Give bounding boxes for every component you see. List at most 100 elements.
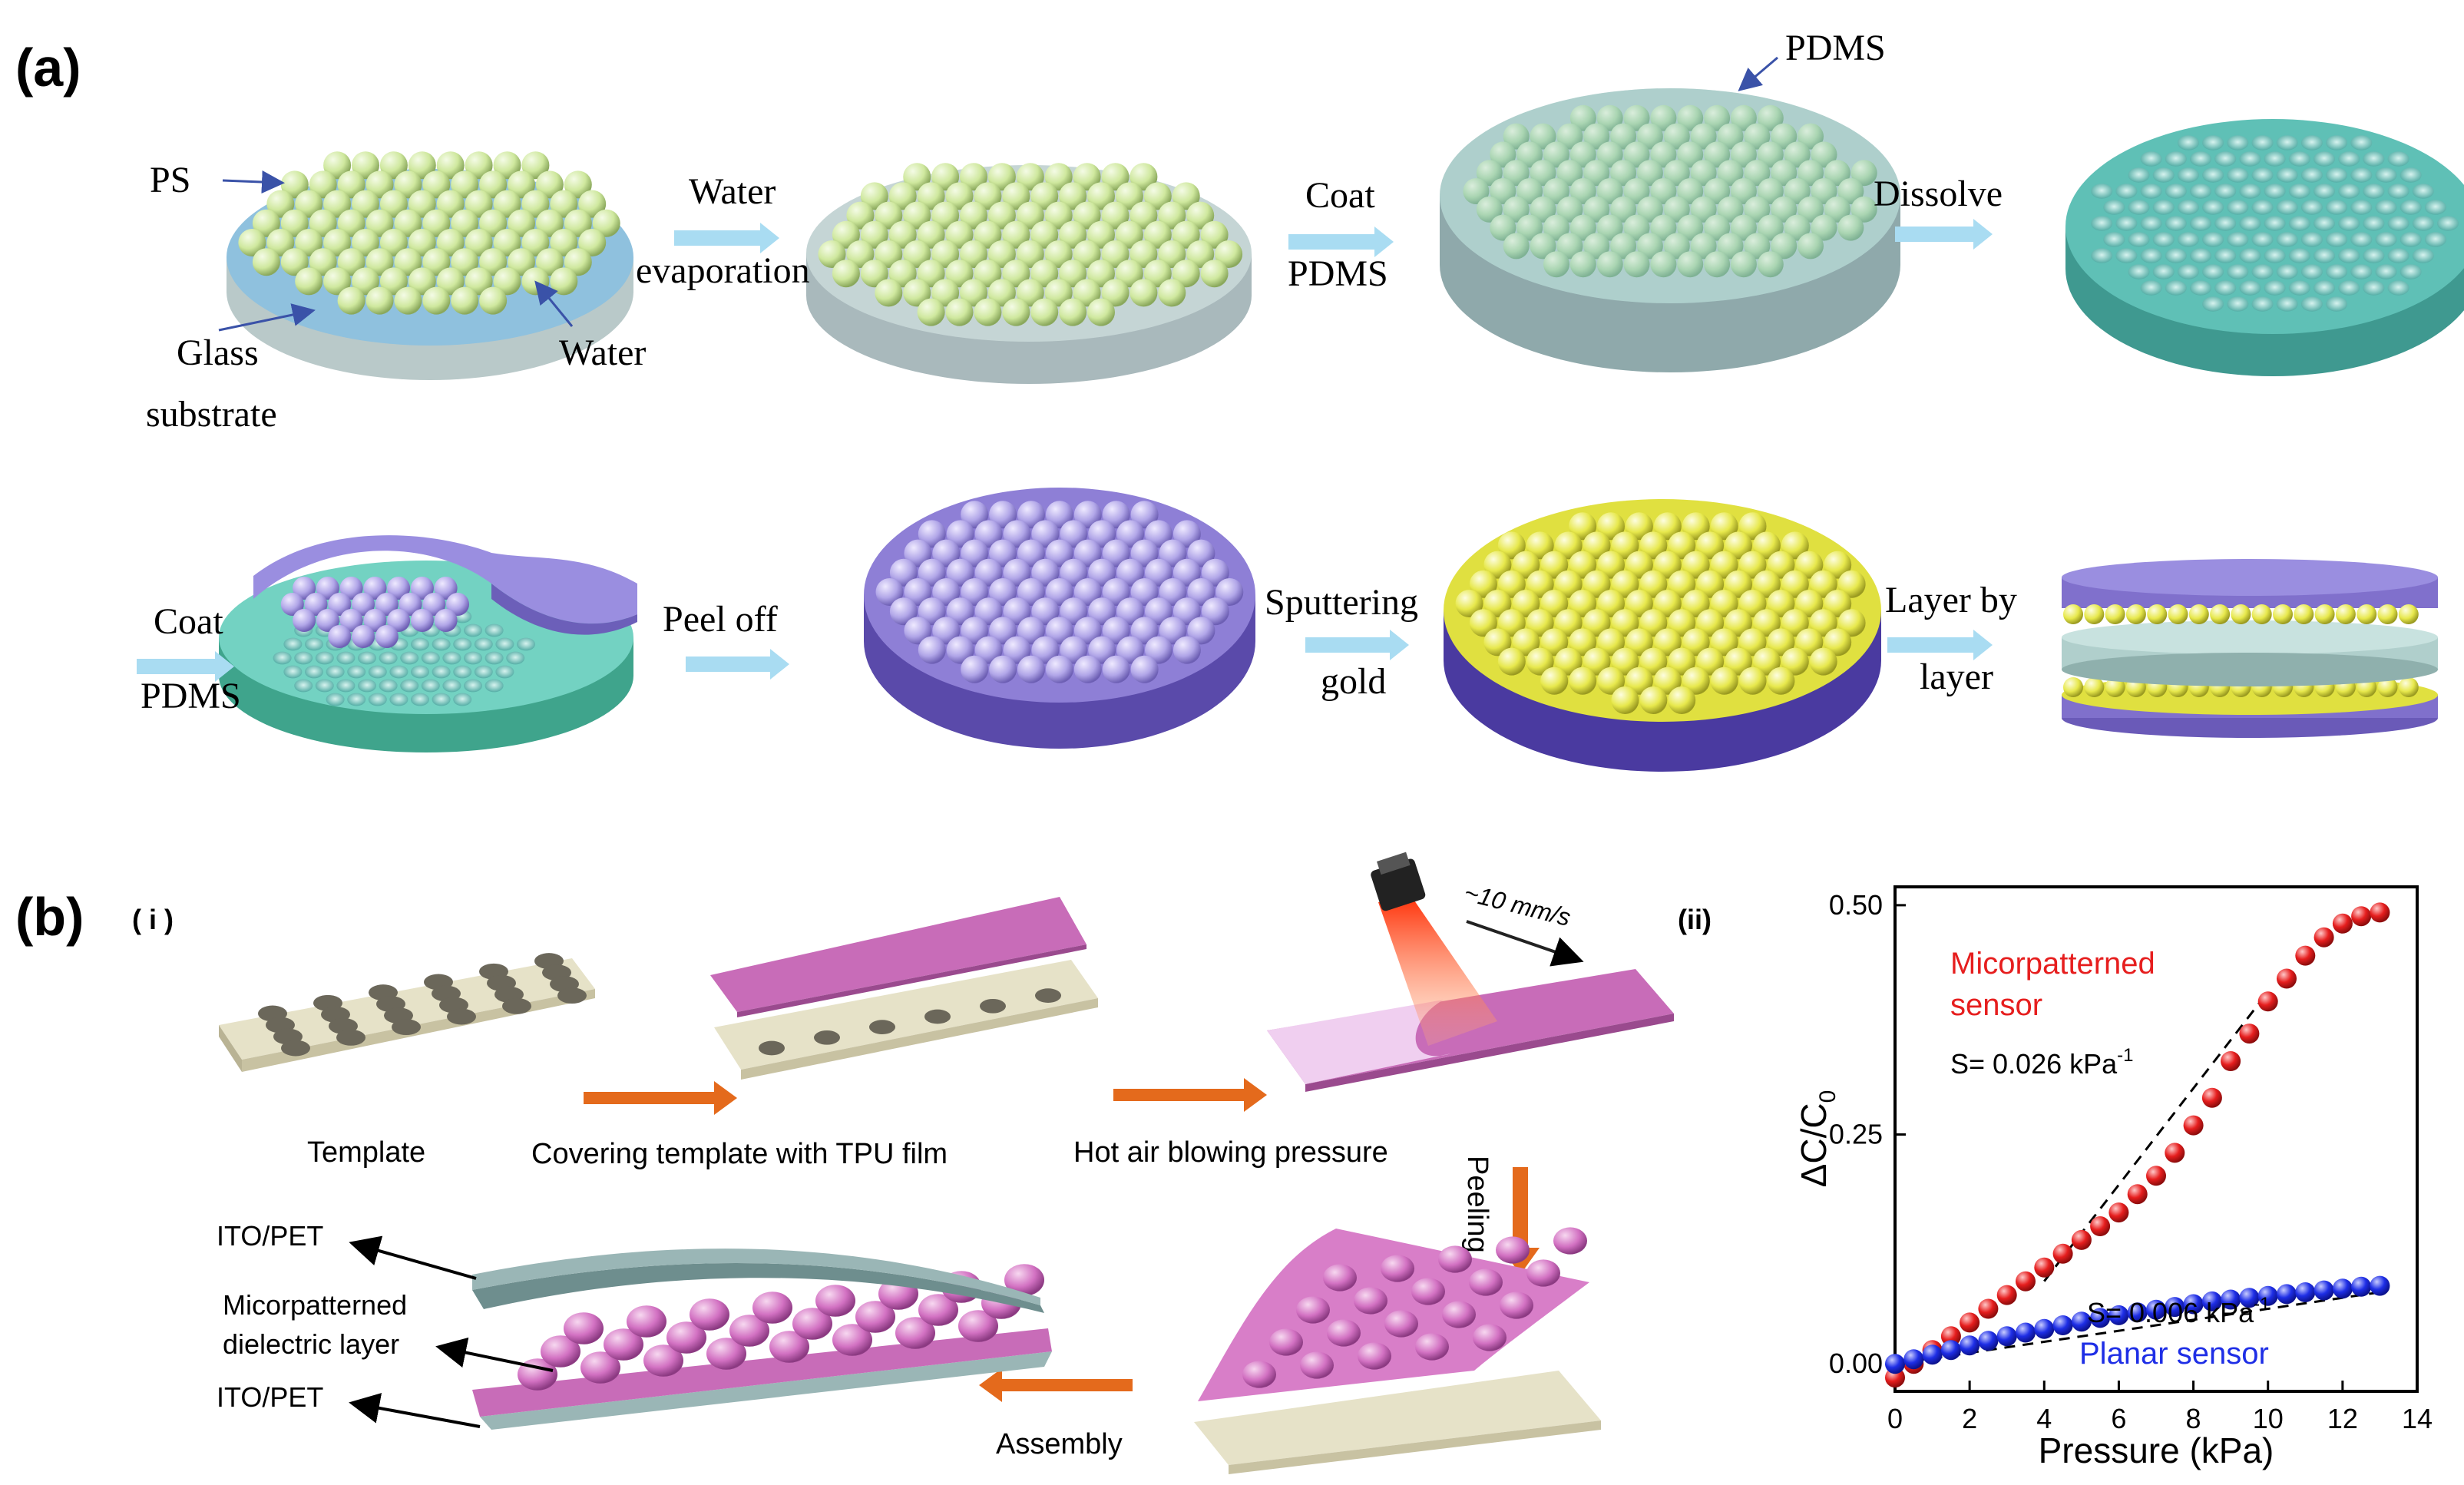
ps-sphere bbox=[1677, 214, 1704, 241]
ps-sphere bbox=[1503, 196, 1530, 223]
ps-sphere bbox=[1044, 240, 1073, 268]
dimple bbox=[2412, 248, 2434, 263]
template-holes bbox=[258, 953, 587, 1057]
purple-sphere bbox=[422, 593, 446, 616]
dimple bbox=[2375, 200, 2397, 215]
ps-sphere bbox=[1087, 220, 1115, 249]
purple-sphere bbox=[1031, 520, 1060, 548]
ps-sphere bbox=[1610, 196, 1637, 223]
dimple bbox=[421, 651, 440, 665]
ps-sphere bbox=[1623, 214, 1650, 241]
ps-sphere bbox=[1044, 163, 1073, 191]
ps-sphere bbox=[422, 286, 451, 315]
purple-sphere bbox=[280, 593, 304, 616]
ps-sphere bbox=[337, 209, 365, 237]
ps-sphere bbox=[1704, 251, 1731, 278]
ps-sphere bbox=[1569, 214, 1596, 241]
dimple bbox=[2251, 135, 2274, 150]
ps-sphere bbox=[479, 248, 508, 276]
microdome bbox=[815, 1285, 855, 1317]
ps-sphere bbox=[1143, 220, 1172, 249]
ps-sphere bbox=[1172, 260, 1200, 288]
dimple bbox=[2350, 232, 2373, 247]
ps-sphere bbox=[1059, 182, 1087, 210]
gold-spheres bbox=[2063, 604, 2419, 624]
microdomes bbox=[1242, 1227, 1587, 1388]
ps-sphere bbox=[280, 248, 309, 276]
dimple bbox=[2251, 200, 2274, 215]
ps-sphere bbox=[960, 201, 987, 230]
purple-sphere bbox=[1145, 597, 1172, 626]
ps-sphere bbox=[875, 201, 903, 230]
ps-sphere bbox=[1771, 123, 1798, 150]
dimple bbox=[2227, 264, 2249, 279]
purple-sphere bbox=[1215, 578, 1244, 606]
dimple bbox=[2239, 248, 2261, 263]
dimple bbox=[2314, 151, 2335, 167]
gold-sphere bbox=[1668, 609, 1696, 637]
ps-sphere bbox=[846, 240, 875, 268]
ps-sphere bbox=[1623, 251, 1650, 278]
dimple bbox=[2190, 184, 2211, 199]
purple-sphere bbox=[974, 636, 1003, 664]
purple-sphere bbox=[363, 577, 387, 600]
dimple bbox=[2202, 232, 2224, 247]
dimple bbox=[358, 651, 376, 665]
heat-beam bbox=[1378, 898, 1497, 1046]
dimple bbox=[2202, 296, 2224, 312]
ps-sphere bbox=[1650, 141, 1677, 168]
purple-sphere bbox=[1172, 636, 1201, 664]
gold-sphere bbox=[1597, 590, 1625, 617]
dimple bbox=[2300, 232, 2323, 247]
ps-sphere bbox=[365, 286, 394, 315]
dimple bbox=[432, 693, 451, 706]
dimple bbox=[400, 651, 419, 665]
gold-sphere bbox=[1625, 512, 1653, 541]
ps-sphere bbox=[1073, 240, 1101, 268]
point-planar bbox=[2332, 1278, 2353, 1299]
ps-sphere bbox=[394, 286, 422, 315]
point-micropatterned bbox=[1885, 1368, 1905, 1388]
gold-sphere bbox=[2377, 604, 2398, 624]
microdome bbox=[918, 1294, 958, 1326]
ps-sphere bbox=[1850, 160, 1877, 187]
gold-sphere bbox=[1526, 609, 1554, 637]
ps-sphere bbox=[903, 240, 931, 268]
point-micropatterned bbox=[2052, 1243, 2073, 1264]
ps-sphere bbox=[1016, 201, 1044, 230]
gold-sphere bbox=[1554, 570, 1583, 598]
purple-sphere bbox=[1017, 539, 1045, 567]
microdome bbox=[1438, 1245, 1472, 1273]
dimple bbox=[2326, 200, 2348, 215]
gold-sphere bbox=[1710, 590, 1738, 617]
dimple bbox=[2227, 167, 2249, 183]
purple-sphere bbox=[1145, 636, 1172, 664]
gold-sphere bbox=[1738, 666, 1767, 695]
gold-sphere bbox=[2084, 677, 2105, 697]
pdms-coated-disk bbox=[1440, 88, 1900, 372]
gold-sphere bbox=[1625, 551, 1653, 579]
gold-sphere bbox=[2251, 604, 2272, 624]
dimple bbox=[294, 651, 313, 665]
ps-sphere bbox=[280, 170, 309, 199]
dimple bbox=[2288, 151, 2310, 167]
ps-sphere bbox=[1543, 251, 1569, 278]
template-hole bbox=[502, 997, 531, 1014]
dimple bbox=[2300, 296, 2323, 312]
gold-sphere bbox=[1639, 609, 1668, 637]
microdome bbox=[1411, 1278, 1445, 1305]
microdome bbox=[1323, 1264, 1357, 1292]
gold-sphere bbox=[1668, 686, 1696, 714]
ps-sphere bbox=[818, 240, 846, 268]
purple-sphere bbox=[1031, 636, 1060, 664]
ps-sphere bbox=[1837, 178, 1864, 204]
purple-sphere bbox=[1130, 501, 1159, 529]
dimple bbox=[2239, 216, 2261, 231]
dimple bbox=[326, 665, 345, 679]
ps-sphere bbox=[1002, 220, 1030, 249]
purple-sphere bbox=[1003, 520, 1031, 548]
purple-sphere bbox=[1159, 539, 1187, 567]
purple-sphere bbox=[1116, 520, 1145, 548]
purple-sphere bbox=[904, 539, 932, 567]
